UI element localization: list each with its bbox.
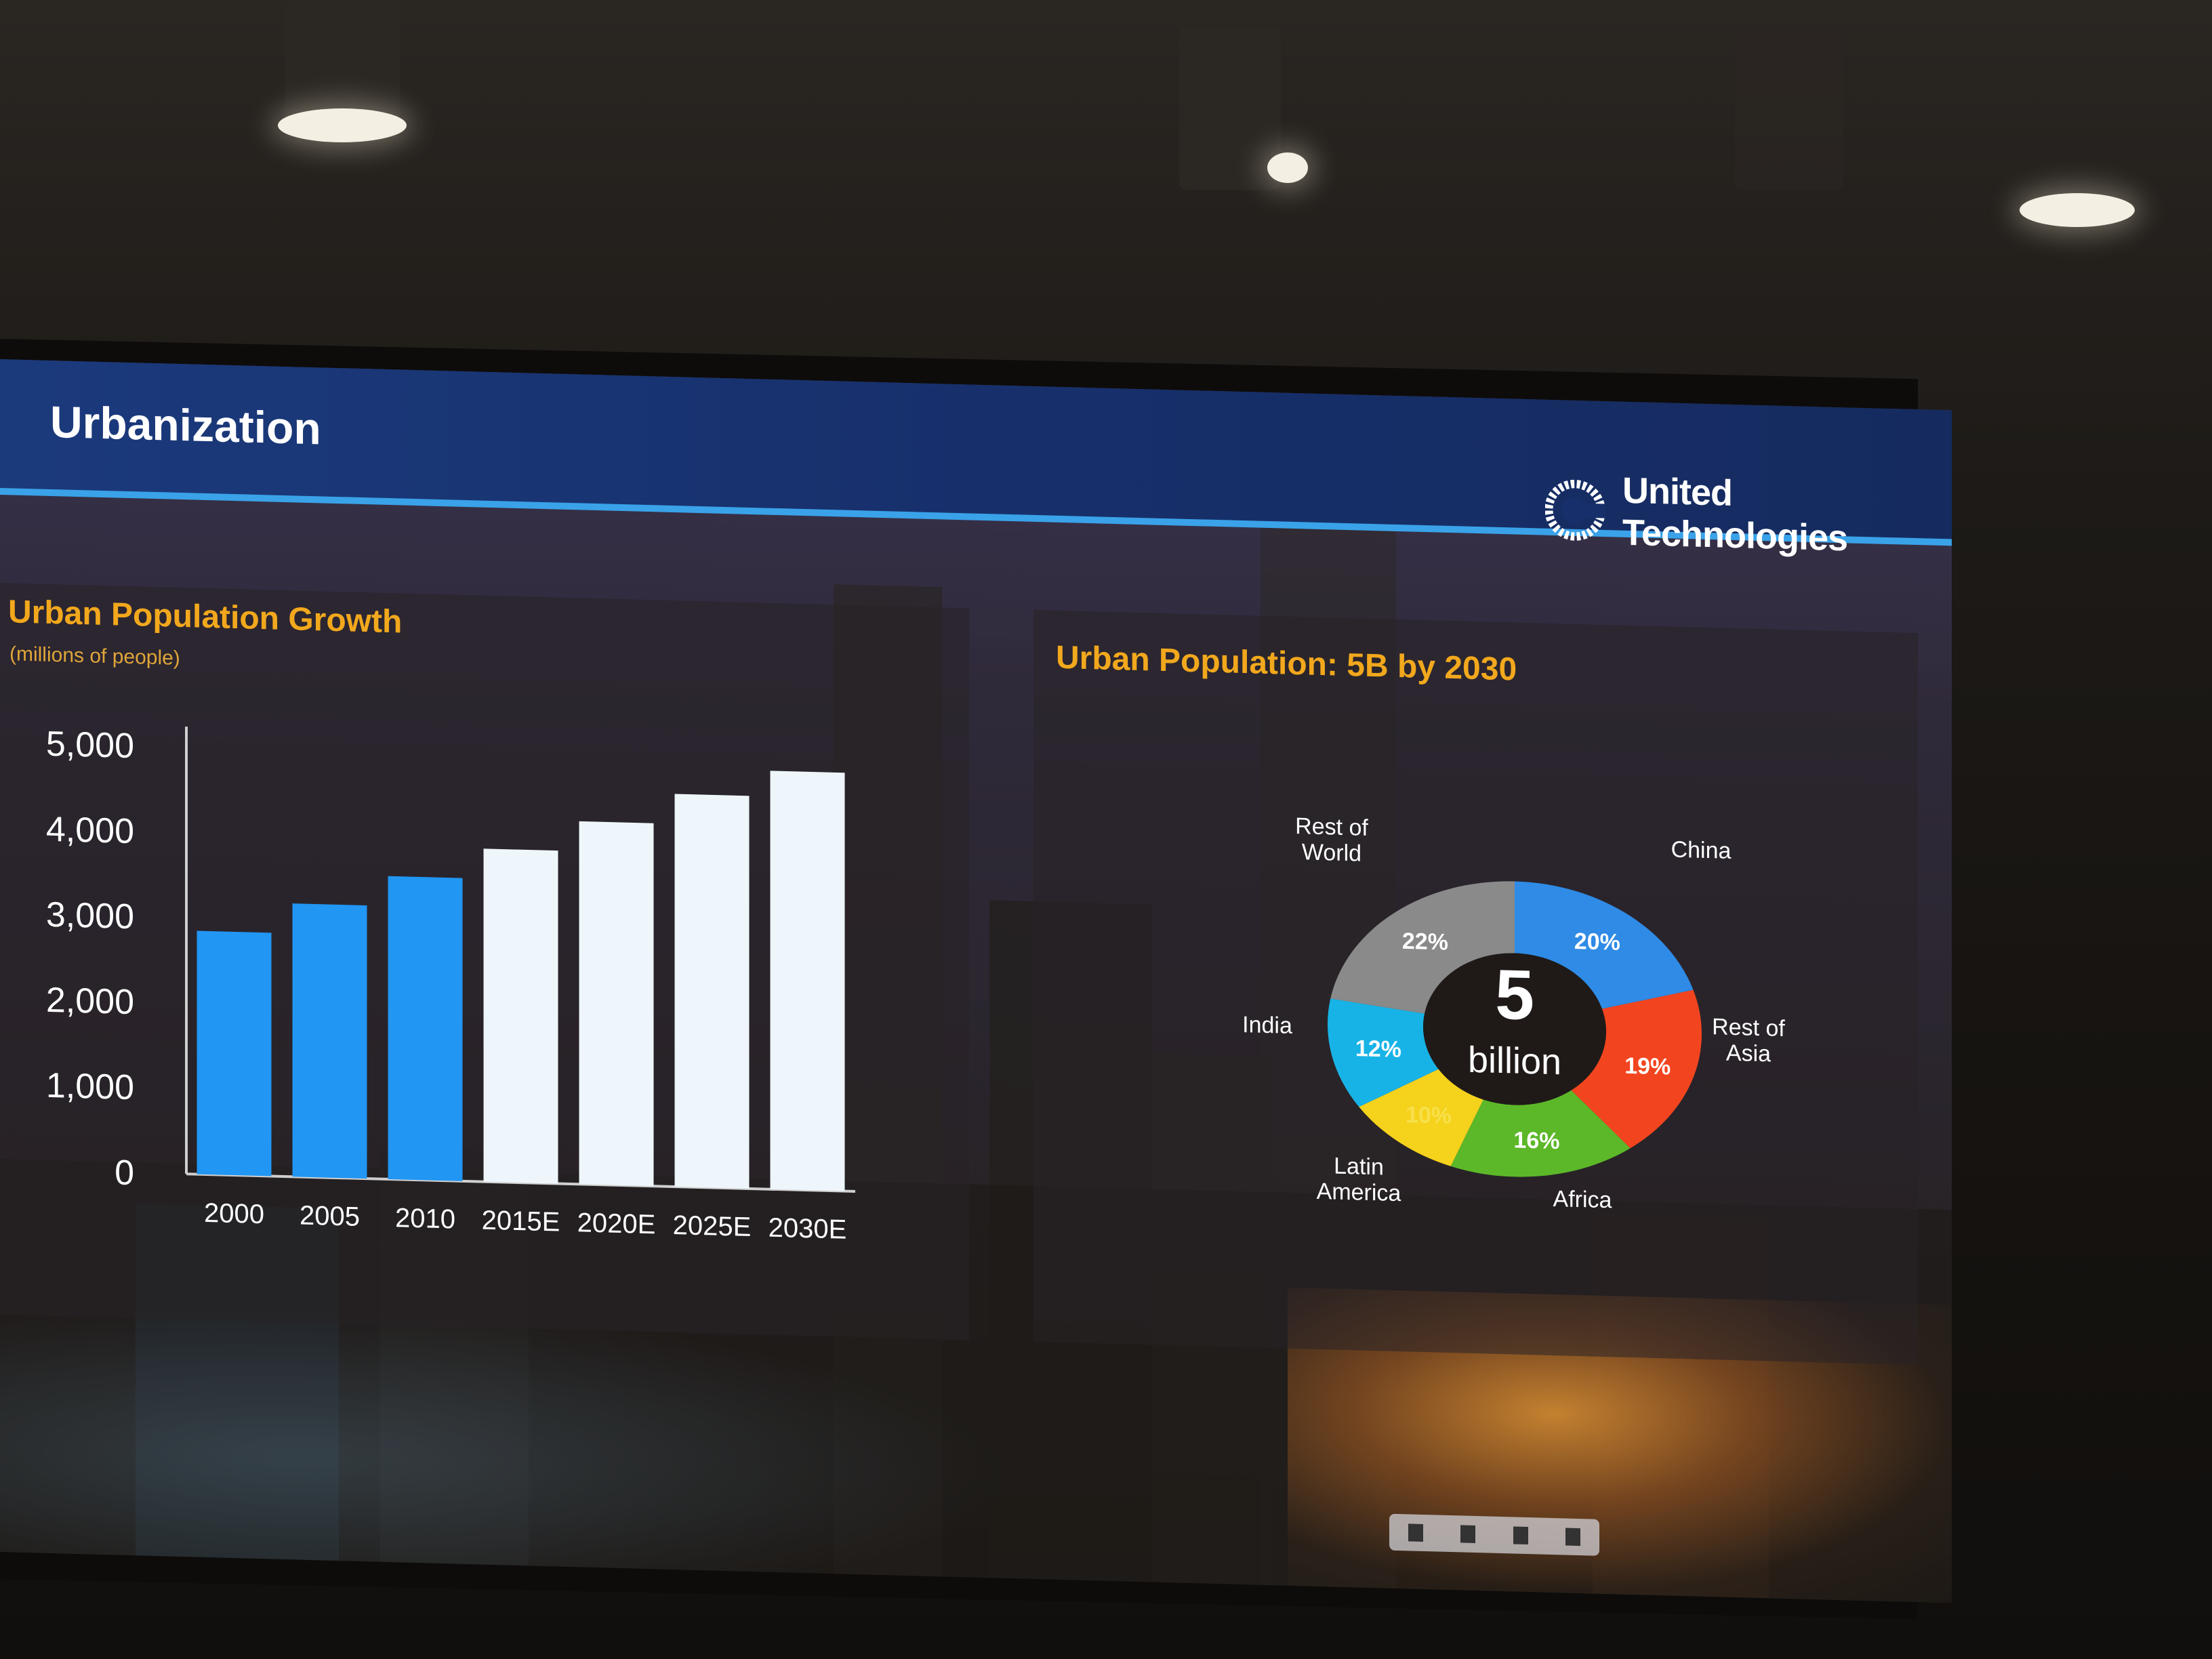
donut-slice: [1515, 881, 1694, 1009]
previous-icon[interactable]: [1408, 1523, 1423, 1542]
x-tick-label: 2030E: [769, 1213, 847, 1245]
donut-slice: [1571, 989, 1702, 1149]
donut-chart: 20% China 19% Rest ofAsia 16% Africa 10%LatinA…: [1242, 813, 1785, 1213]
y-tick-label: 2,000: [46, 981, 134, 1022]
slice-percent-label: 16%: [1513, 1127, 1559, 1154]
y-tick-label: 1,000: [46, 1066, 134, 1107]
slice-percent-label: 19%: [1624, 1053, 1671, 1080]
donut-center: [1423, 953, 1606, 1105]
y-tick-label: 5,000: [46, 724, 134, 766]
slice-percent-label: 22%: [1402, 928, 1448, 956]
slice-percent-label: 12%: [1355, 1036, 1401, 1063]
donut-slice: [1359, 1069, 1483, 1166]
x-tick-label: 2015E: [482, 1206, 560, 1237]
slide: Urbanization United Technologies Urban P…: [0, 359, 1952, 1603]
bar: [483, 848, 558, 1184]
slice-percent-label: 10%: [1406, 1102, 1452, 1129]
next-icon[interactable]: [1565, 1528, 1581, 1547]
donut-slice: [1330, 881, 1515, 1014]
x-tick-label: 2010: [395, 1203, 455, 1234]
ceiling-light: [278, 108, 407, 142]
slice-category-label: China: [1671, 837, 1732, 864]
donut-slice: [1450, 1090, 1631, 1177]
center-value: 5: [1495, 956, 1534, 1035]
brand: United Technologies: [1545, 468, 1952, 562]
presentation-controls[interactable]: [1389, 1513, 1599, 1556]
y-tick-label: 0: [115, 1153, 134, 1193]
ceiling-light: [2020, 193, 2135, 227]
y-tick-label: 4,000: [46, 810, 134, 851]
x-tick-label: 2020E: [577, 1208, 656, 1240]
ceiling-fixture: [1179, 27, 1281, 190]
bar-chart: 0 1,000 2,000 3,000 4,000 5,000 2000 2005 2010 20…: [46, 724, 855, 1245]
slice-percent-label: 20%: [1574, 928, 1620, 956]
ceiling-fixture: [1735, 14, 1843, 190]
bar: [292, 903, 367, 1179]
stop-icon[interactable]: [1513, 1526, 1528, 1545]
ceiling-fixture: [285, 0, 400, 122]
y-tick-label: 3,000: [46, 895, 134, 937]
x-tick-label: 2005: [300, 1201, 360, 1232]
bar: [197, 930, 272, 1176]
donut-slice: [1328, 998, 1439, 1107]
center-unit: billion: [1468, 1040, 1561, 1083]
bar: [674, 794, 750, 1189]
slice-category-label: Rest ofAsia: [1712, 1014, 1785, 1067]
bar: [770, 771, 845, 1191]
slice-category-label: LatinAmerica: [1317, 1153, 1401, 1206]
slice-category-label: Africa: [1553, 1186, 1612, 1213]
slice-category-label: India: [1242, 1012, 1292, 1039]
bar: [388, 876, 463, 1181]
utc-logo-icon: [1545, 479, 1605, 541]
ceiling-light: [1267, 152, 1308, 183]
x-tick-label: 2000: [204, 1198, 264, 1229]
pause-icon[interactable]: [1460, 1525, 1476, 1544]
bar: [579, 821, 654, 1187]
slice-category-label: Rest ofWorld: [1295, 813, 1368, 867]
x-tick-label: 2025E: [673, 1210, 752, 1242]
